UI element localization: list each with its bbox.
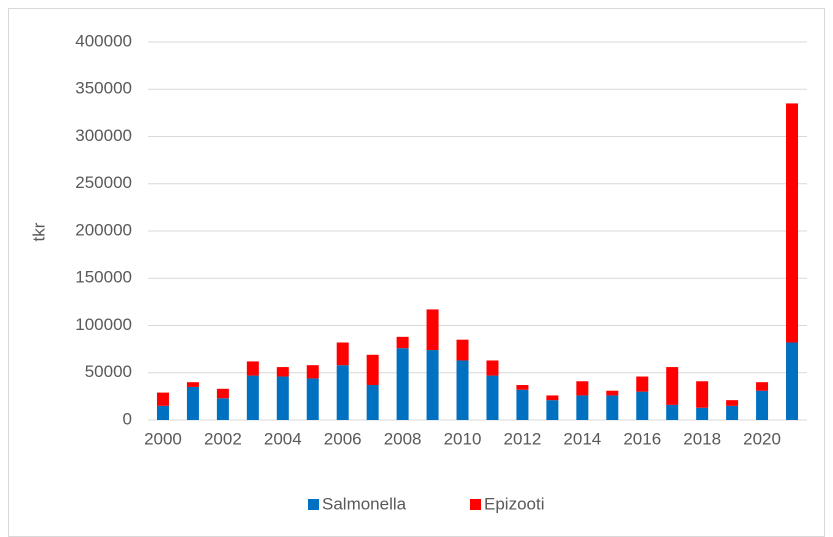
bar-segment — [486, 360, 499, 376]
y-tick-label: 100000 — [75, 315, 132, 334]
y-tick-label: 0 — [123, 409, 132, 428]
bar-segment — [216, 388, 229, 399]
x-tick-label: 2004 — [264, 429, 302, 448]
bar-segment — [546, 395, 559, 401]
bar-segment — [186, 386, 199, 420]
x-tick-label: 2018 — [683, 429, 721, 448]
y-axis-label: tkr — [29, 222, 48, 241]
chart-frame — [8, 8, 825, 537]
bar-segment — [246, 361, 259, 376]
bar-segment — [336, 365, 349, 420]
bar-segment — [306, 378, 319, 420]
bar-segment — [396, 348, 409, 420]
bar-segment — [396, 336, 409, 349]
bar-segment — [726, 405, 739, 420]
x-tick-label: 2002 — [204, 429, 242, 448]
bar-segment — [636, 391, 649, 420]
bar-segment — [756, 390, 769, 420]
bar-segment — [576, 395, 589, 420]
y-tick-label: 400000 — [75, 31, 132, 50]
x-tick-label: 2010 — [444, 429, 482, 448]
bar-segment — [246, 375, 259, 420]
y-tick-label: 50000 — [85, 362, 132, 381]
legend-swatch — [470, 499, 481, 510]
x-tick-label: 2012 — [504, 429, 542, 448]
x-tick-label: 2016 — [623, 429, 661, 448]
x-tick-label: 2008 — [384, 429, 422, 448]
bar-segment — [156, 405, 169, 420]
bar-segment — [726, 400, 739, 406]
bar-segment — [186, 382, 199, 387]
bar-segment — [486, 375, 499, 420]
y-tick-label: 200000 — [75, 220, 132, 239]
bar-segment — [426, 309, 439, 351]
bar-segment — [606, 395, 619, 420]
bar-segment — [516, 385, 529, 390]
bar-segment — [786, 342, 799, 420]
y-tick-label: 350000 — [75, 79, 132, 98]
bar-segment — [696, 381, 709, 408]
bar-segment — [156, 392, 169, 406]
bar-segment — [636, 376, 649, 392]
x-tick-label: 2000 — [144, 429, 182, 448]
x-tick-label: 2014 — [563, 429, 601, 448]
bar-segment — [516, 389, 529, 420]
bar-segment — [756, 382, 769, 391]
bar-segment — [576, 381, 589, 396]
bar-segment — [366, 354, 379, 386]
legend-label: Salmonella — [322, 494, 407, 513]
bar-segment — [786, 103, 799, 343]
bar-segment — [456, 339, 469, 361]
bar-segment — [276, 367, 289, 377]
x-tick-label: 2006 — [324, 429, 362, 448]
y-tick-label: 300000 — [75, 126, 132, 145]
bar-segment — [546, 400, 559, 420]
y-tick-label: 250000 — [75, 173, 132, 192]
x-tick-label: 2020 — [743, 429, 781, 448]
bar-segment — [306, 365, 319, 379]
y-tick-label: 150000 — [75, 268, 132, 287]
bar-segment — [666, 404, 679, 420]
bar-segment — [276, 376, 289, 420]
bar-segment — [696, 407, 709, 420]
bar-segment — [336, 342, 349, 366]
bar-segment — [366, 385, 379, 420]
bar-segment — [216, 398, 229, 420]
bar-segment — [606, 390, 619, 396]
bar-segment — [426, 350, 439, 420]
bar-segment — [456, 360, 469, 420]
bar-segment — [666, 367, 679, 405]
legend-label: Epizooti — [484, 494, 544, 513]
legend-swatch — [308, 499, 319, 510]
